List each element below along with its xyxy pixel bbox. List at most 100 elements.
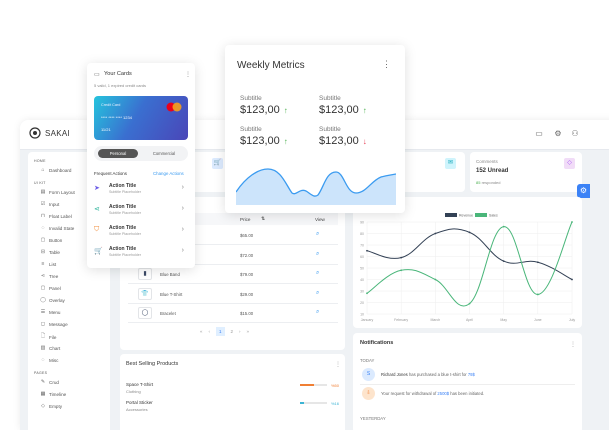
change-actions-link[interactable]: Change Actions <box>153 171 184 176</box>
sidebar-item-label: Input <box>49 201 60 207</box>
stat-highlight: 85 <box>476 180 481 185</box>
data-point-revenue[interactable] <box>366 249 368 252</box>
page-2[interactable]: 2 <box>230 329 234 334</box>
notifications-card: Notifications ⋮ TODAY S Richard Jones has… <box>353 333 582 430</box>
menu-icon[interactable]: ⋮ <box>382 59 391 69</box>
sidebar-item-invalid-state[interactable]: ◌ Invalid State <box>40 225 75 231</box>
menu-icon[interactable]: ⋮ <box>335 362 341 368</box>
metric-value: $123,00 ↓ <box>319 135 367 147</box>
sidebar-item-menu[interactable]: ☰ Menu <box>40 309 61 315</box>
view-icon[interactable]: ⌕ <box>316 231 320 237</box>
legend-swatch[interactable] <box>445 213 457 217</box>
action-item[interactable]: 🛒 Action Title Subtitle Placeholder › <box>94 244 188 264</box>
toggle-commercial[interactable]: Commercial <box>152 151 176 156</box>
cards-title: Your Cards <box>104 71 132 77</box>
action-title: Action Title <box>109 183 137 189</box>
notification-text[interactable]: Your request for withdrawal of 2500$ has… <box>381 391 484 396</box>
sidebar-item-chart[interactable]: ▥ Chart <box>40 345 61 351</box>
metric-subtitle: Subtitle <box>319 126 341 133</box>
calendar-icon[interactable]: ▭ <box>535 129 543 138</box>
data-point-revenue[interactable] <box>434 232 437 235</box>
view-icon[interactable]: ⌕ <box>316 250 320 257</box>
sidebar-item-form-layout[interactable]: ▤ Form Layout <box>40 189 75 195</box>
legend-swatch[interactable] <box>475 213 487 217</box>
page-1[interactable]: 1 <box>216 327 225 336</box>
sidebar-item-float-label[interactable]: ⊓ Float Label <box>40 213 72 219</box>
action-item[interactable]: ⋖ Action Title Subtitle Placeholder › <box>94 202 188 222</box>
product-name: Blue Band <box>160 272 180 277</box>
data-point-revenue[interactable] <box>400 256 403 259</box>
data-point-sales[interactable] <box>468 302 471 305</box>
data-point-sales[interactable] <box>571 221 573 223</box>
menu-icon[interactable]: ⋮ <box>185 72 191 78</box>
inbox-icon: ✉ <box>445 158 456 169</box>
user-icon[interactable]: ⚇ <box>571 129 579 138</box>
sidebar-item-dashboard[interactable]: ⌂ Dashboard <box>40 167 71 173</box>
credit-card[interactable]: Credit Card **** **** **** 1234 11/21 <box>94 96 188 140</box>
view-icon[interactable]: ⌕ <box>316 270 320 276</box>
action-item[interactable]: ⛉ Action Title Subtitle Placeholder › <box>94 223 188 243</box>
logo[interactable]: SAKAI <box>29 127 70 139</box>
sidebar-item-icon: ≡ <box>41 261 45 267</box>
data-point-revenue[interactable] <box>536 261 539 264</box>
data-point-sales[interactable] <box>536 293 539 296</box>
sidebar-item-label: Button <box>49 237 63 243</box>
view-icon[interactable]: ⌕ <box>316 289 320 296</box>
data-point-revenue[interactable] <box>502 260 505 262</box>
data-point-sales[interactable] <box>366 292 368 295</box>
product-price: $29.00 <box>240 291 254 297</box>
config-gear-button[interactable]: ⚙ <box>577 184 590 198</box>
sidebar-item-timeline[interactable]: ▦ Timeline <box>40 391 67 397</box>
sidebar-item-icon: ◌ <box>41 225 45 231</box>
data-point-revenue[interactable] <box>468 231 471 234</box>
toggle-personal[interactable]: Personal <box>98 149 138 158</box>
view-icon[interactable]: ⌕ <box>316 309 320 315</box>
y-tick-label: 80 <box>360 232 364 236</box>
sort-icon[interactable]: ⇅ <box>261 216 266 222</box>
sidebar-item-file[interactable]: 🗋 File <box>40 333 56 341</box>
sidebar-item-button[interactable]: ▢ Button <box>40 237 63 243</box>
x-tick-label: March <box>430 318 440 322</box>
sidebar-section-title: PAGES <box>34 371 48 375</box>
gear-icon[interactable]: ⚙ <box>554 129 562 138</box>
sidebar-item-label: Tree <box>49 273 59 279</box>
product-image: ▮ <box>138 268 152 280</box>
sidebar-item-input[interactable]: ☑ Input <box>40 201 59 207</box>
metric-value: $123,00 ↑ <box>319 104 367 116</box>
sidebar-item-label: Invalid State <box>49 225 75 231</box>
next-page-button[interactable]: › <box>239 329 241 334</box>
y-tick-label: 90 <box>360 221 364 225</box>
sidebar-item-label: Float Label <box>49 213 72 219</box>
weekly-title: Weekly Metrics <box>237 60 305 71</box>
actions-title: Frequent Actions <box>94 171 127 176</box>
data-point-sales[interactable] <box>502 225 505 228</box>
cart-icon: 🛒 <box>94 248 103 255</box>
sidebar-item-icon: ▢ <box>40 285 46 291</box>
notification-text[interactable]: Richard Jones has purchased a blue t-shi… <box>381 372 475 377</box>
sidebar-item-label: Empty <box>49 403 63 409</box>
col-price[interactable]: Price <box>240 217 251 222</box>
metric-amount: $123,00 <box>319 135 359 147</box>
sidebar-item-label: List <box>49 261 57 267</box>
sidebar-item-crud[interactable]: ✎ Crud <box>40 379 59 385</box>
sidebar-item-overlay[interactable]: ◯ Overlay <box>40 297 65 303</box>
action-item[interactable]: ➤ Action Title Subtitle Placeholder › <box>94 181 188 201</box>
product-price: $72.00 <box>240 252 254 258</box>
sidebar-item-panel[interactable]: ▢ Panel <box>40 285 61 291</box>
menu-icon[interactable]: ⋮ <box>570 342 576 348</box>
prev-page-button[interactable]: ‹ <box>208 329 211 334</box>
product-image: 👕 <box>138 287 152 300</box>
data-point-sales[interactable] <box>400 269 403 272</box>
y-tick-label: 30 <box>360 290 364 294</box>
sidebar-item-misc[interactable]: ◌ Misc <box>40 357 59 363</box>
sidebar-item-list[interactable]: ≡ List <box>40 261 57 267</box>
sidebar-item-table[interactable]: ⊟ Table <box>40 249 60 255</box>
sidebar-item-empty[interactable]: ◇ Empty <box>40 403 62 409</box>
data-point-sales[interactable] <box>434 278 437 281</box>
sidebar-item-tree[interactable]: ⋖ Tree <box>40 273 58 279</box>
sidebar-item-message[interactable]: ◻ Message <box>40 321 68 327</box>
send-icon: ➤ <box>94 185 100 192</box>
last-page-button[interactable]: » <box>246 329 250 334</box>
first-page-button[interactable]: « <box>200 329 203 334</box>
data-point-revenue[interactable] <box>571 278 573 281</box>
